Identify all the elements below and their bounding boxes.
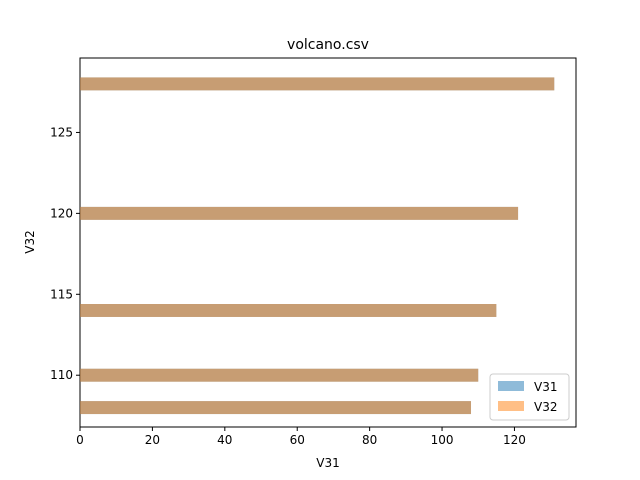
legend-label-v31: V31 — [534, 380, 557, 394]
y-tick-label-3: 125 — [50, 125, 73, 139]
y-axis: 110 115 120 125 — [50, 125, 80, 382]
x-tick-label-0: 0 — [76, 433, 84, 447]
plot-area — [79, 57, 577, 428]
bar-v32-4 — [80, 77, 555, 91]
y-tick-label-1: 115 — [50, 287, 73, 301]
legend-label-v32: V32 — [534, 400, 557, 414]
legend-swatch-v31 — [498, 381, 524, 391]
bar-v32-2 — [80, 304, 497, 317]
bars-layer — [80, 77, 555, 415]
x-tick-label-5: 100 — [431, 433, 454, 447]
bar-v32-3 — [80, 206, 519, 220]
x-axis: 0 20 40 60 80 100 120 — [76, 427, 526, 447]
x-axis-label: V31 — [316, 456, 339, 470]
plot-frame — [79, 57, 577, 428]
y-tick-label-0: 110 — [50, 368, 73, 382]
y-axis-label: V32 — [23, 230, 37, 253]
chart-title: volcano.csv — [287, 37, 369, 53]
x-tick-label-3: 60 — [290, 433, 305, 447]
x-tick-label-1: 20 — [145, 433, 160, 447]
legend-swatch-v32 — [498, 401, 524, 411]
x-tick-label-2: 40 — [217, 433, 232, 447]
bar-v32-1 — [80, 368, 479, 382]
x-tick-label-6: 120 — [503, 433, 526, 447]
y-tick-label-2: 120 — [50, 206, 73, 220]
x-tick-label-4: 80 — [362, 433, 377, 447]
bar-v32-0 — [80, 401, 472, 415]
